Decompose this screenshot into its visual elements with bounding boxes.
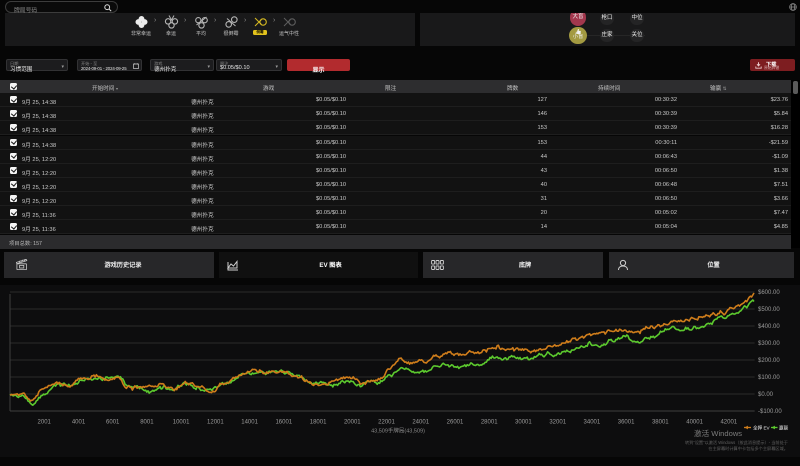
svg-text:$500.00: $500.00	[758, 307, 780, 313]
svg-text:$100.00: $100.00	[758, 375, 780, 381]
svg-text:42001: 42001	[720, 420, 737, 426]
svg-text:18001: 18001	[310, 420, 327, 426]
svg-text:14001: 14001	[241, 420, 258, 426]
svg-text:30001: 30001	[515, 420, 532, 426]
svg-text:10001: 10001	[173, 420, 190, 426]
svg-text:2001: 2001	[38, 420, 52, 426]
svg-text:16001: 16001	[275, 420, 292, 426]
svg-text:38001: 38001	[652, 420, 669, 426]
svg-text:-$100.00: -$100.00	[758, 409, 782, 415]
svg-text:6001: 6001	[106, 420, 120, 426]
svg-text:$300.00: $300.00	[758, 341, 780, 347]
svg-text:全押 EV: 全押 EV	[753, 424, 771, 431]
svg-text:40001: 40001	[686, 420, 703, 426]
svg-text:4001: 4001	[72, 420, 86, 426]
svg-text:赢额: 赢额	[779, 424, 789, 431]
svg-text:24001: 24001	[412, 420, 429, 426]
svg-text:8001: 8001	[140, 420, 154, 426]
svg-text:$0.00: $0.00	[758, 392, 774, 398]
svg-text:$600.00: $600.00	[758, 290, 780, 296]
svg-text:22001: 22001	[378, 420, 395, 426]
svg-text:12001: 12001	[207, 420, 224, 426]
svg-text:34001: 34001	[584, 420, 601, 426]
svg-text:26001: 26001	[447, 420, 464, 426]
svg-text:20001: 20001	[344, 420, 361, 426]
svg-text:$400.00: $400.00	[758, 324, 780, 330]
svg-text:$200.00: $200.00	[758, 358, 780, 364]
svg-text:36001: 36001	[618, 420, 635, 426]
svg-text:32001: 32001	[549, 420, 566, 426]
svg-text:28001: 28001	[481, 420, 498, 426]
svg-text:43,509手牌局(43,509): 43,509手牌局(43,509)	[371, 427, 425, 435]
